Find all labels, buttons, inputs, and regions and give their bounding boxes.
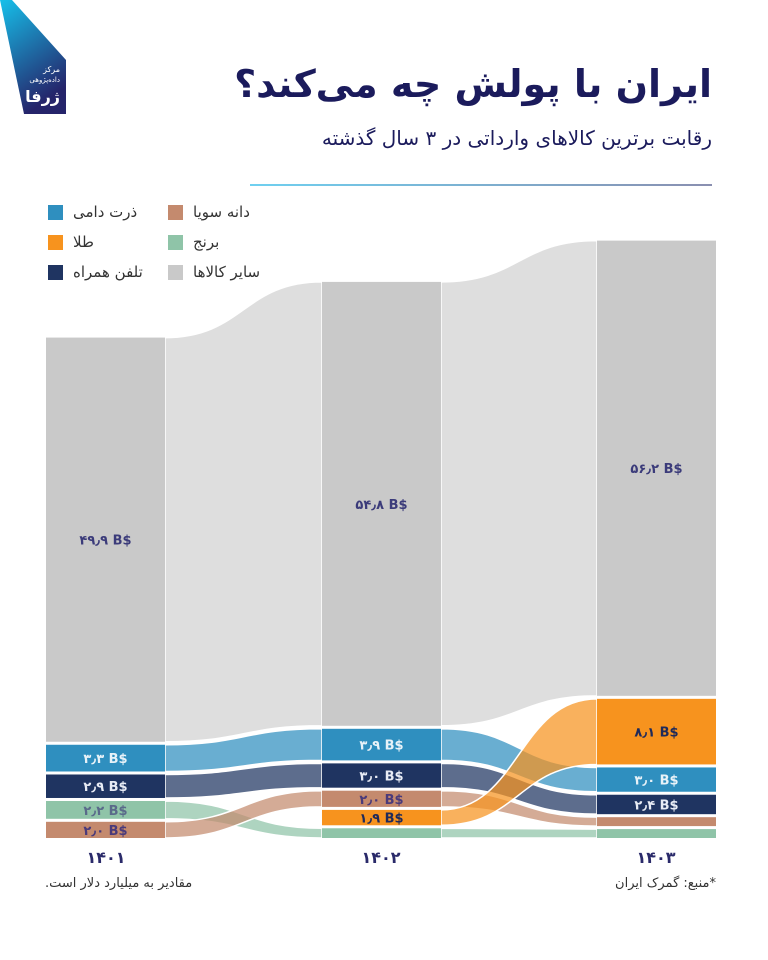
- page-title: ایران با پولش چه می‌کند؟: [234, 62, 712, 106]
- value-label-phone: ۲٫۹ B$: [83, 780, 127, 795]
- page-subtitle: رقابت برترین کالاهای وارداتی در ۳ سال گذ…: [321, 126, 712, 150]
- bar-gold: [597, 698, 716, 765]
- legend-label: دانه سویا: [193, 203, 250, 221]
- svg-text:مرکز: مرکز: [42, 65, 60, 74]
- legend-swatch: [48, 264, 63, 280]
- value-label-corn: ۳٫۳ B$: [83, 752, 127, 767]
- value-label-other: ۴۹٫۹ B$: [79, 534, 131, 549]
- unit-note: مقادیر به میلیارد دلار است.: [45, 876, 193, 891]
- flow-other: [164, 281, 323, 743]
- bar-phone: [597, 794, 716, 815]
- flow-other: [440, 239, 598, 727]
- value-label-soy: ۲٫۰ B$: [359, 793, 403, 808]
- divider: [250, 184, 712, 186]
- legend-label: تلفن همراه: [73, 263, 143, 281]
- bar-phone: [46, 774, 165, 798]
- legend-item-other: سایر کالاها: [168, 263, 260, 281]
- legend-swatch: [48, 234, 63, 250]
- value-label-soy: ۲٫۰ B$: [83, 824, 127, 839]
- bar-other: [46, 337, 165, 742]
- bar-soy: [46, 821, 165, 838]
- bar-corn: [322, 728, 441, 761]
- legend-item-soy: دانه سویا: [168, 203, 250, 221]
- value-label-phone: ۲٫۴ B$: [634, 798, 678, 813]
- legend-item-gold: طلا: [48, 233, 94, 251]
- bar-phone: [322, 763, 441, 788]
- bar-soy: [597, 817, 716, 827]
- bar-other: [322, 281, 441, 726]
- flow-rice: [440, 827, 598, 839]
- zharfa-logo: مرکز داده‌پژوهی ژرفا: [0, 0, 66, 114]
- year-label-1402: ۱۴۰۲: [361, 848, 401, 867]
- bar-other: [597, 240, 716, 696]
- legend-item-phone: تلفن همراه: [48, 263, 143, 281]
- year-label-1403: ۱۴۰۳: [636, 848, 676, 867]
- value-label-gold: ۱٫۹ B$: [359, 812, 403, 827]
- legend-item-rice: برنج: [168, 233, 219, 251]
- value-label-other: ۵۶٫۲ B$: [630, 462, 682, 477]
- legend-swatch: [168, 234, 183, 250]
- legend-label: طلا: [73, 233, 94, 251]
- legend-item-corn: ذرت دامی: [48, 203, 137, 221]
- svg-text:داده‌پژوهی: داده‌پژوهی: [29, 76, 60, 84]
- bar-rice: [46, 800, 165, 819]
- year-label-1401: ۱۴۰۱: [86, 848, 126, 867]
- svg-text:ژرفا: ژرفا: [25, 87, 60, 106]
- value-label-corn: ۳٫۰ B$: [634, 774, 678, 789]
- bar-corn: [597, 767, 716, 792]
- bar-gold: [322, 809, 441, 826]
- value-label-other: ۵۴٫۸ B$: [355, 498, 407, 513]
- bar-corn: [46, 744, 165, 772]
- bar-rice: [322, 828, 441, 838]
- value-label-gold: ۸٫۱ B$: [634, 726, 678, 741]
- bar-rice: [597, 829, 716, 838]
- value-label-rice: ۲٫۲ B$: [83, 804, 127, 819]
- value-label-corn: ۳٫۹ B$: [359, 739, 403, 754]
- legend-swatch: [48, 204, 63, 220]
- bar-soy: [322, 790, 441, 807]
- legend-swatch: [168, 204, 183, 220]
- legend-label: سایر کالاها: [193, 263, 261, 281]
- legend-label: برنج: [193, 233, 220, 251]
- legend-label: ذرت دامی: [73, 203, 138, 221]
- source-note: *منبع: گمرک ایران: [615, 876, 716, 891]
- value-label-phone: ۳٫۰ B$: [359, 770, 403, 785]
- legend-swatch: [168, 264, 183, 280]
